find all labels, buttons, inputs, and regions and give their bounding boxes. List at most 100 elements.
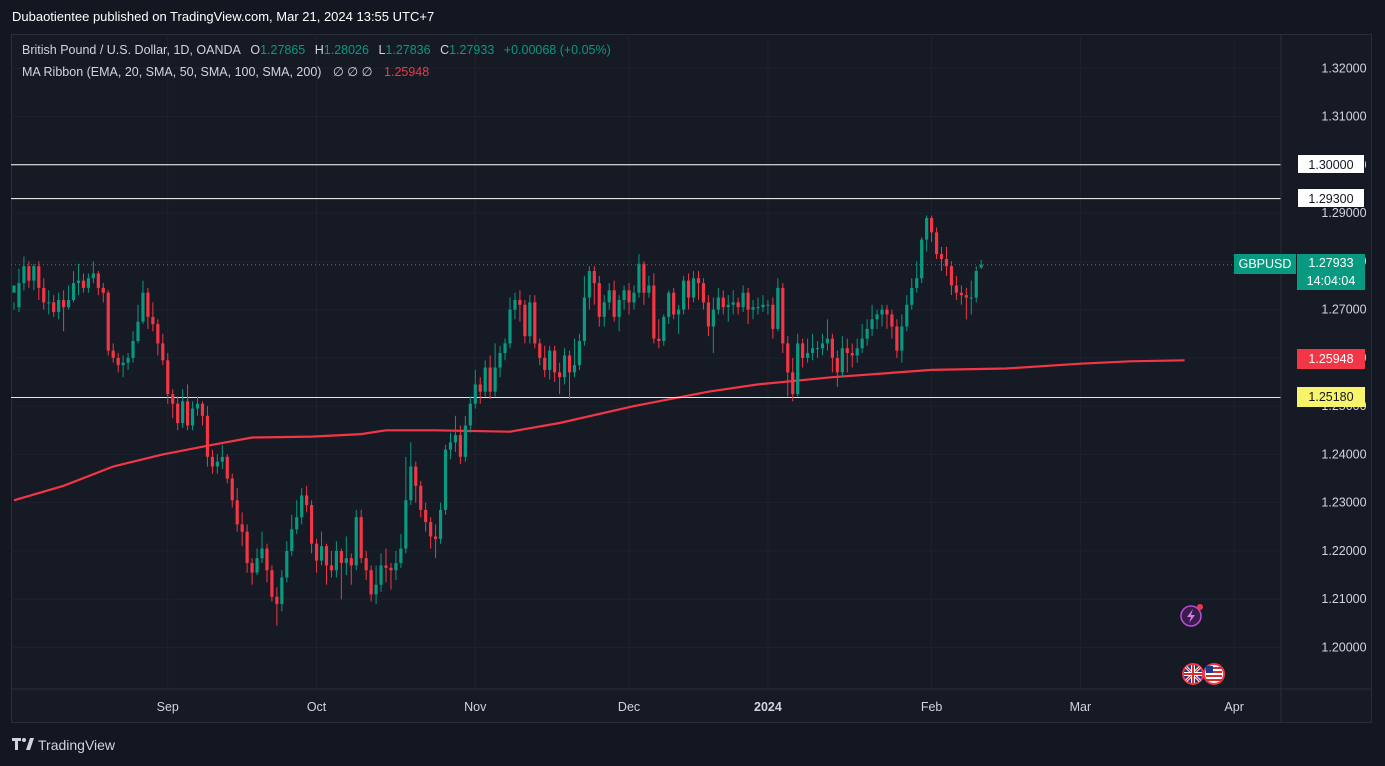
level-tag-1[interactable]: 1.30000: [1297, 154, 1365, 174]
candle: [265, 543, 269, 583]
candle-body: [969, 297, 973, 299]
candle: [835, 350, 839, 387]
candle: [414, 461, 418, 503]
candle: [116, 353, 120, 373]
candle: [776, 278, 780, 332]
candle-body: [959, 292, 963, 296]
indicator-name[interactable]: MA Ribbon (EMA, 20, SMA, 50, SMA, 100, S…: [22, 65, 322, 79]
candle: [865, 319, 869, 346]
candle-body: [290, 529, 294, 551]
candle: [652, 273, 656, 344]
symbol-tag[interactable]: GBPUSD: [1234, 254, 1296, 274]
level-tag-3[interactable]: 1.25180: [1297, 387, 1365, 407]
candle-body: [855, 348, 859, 356]
uk-flag-icon[interactable]: [1182, 663, 1204, 685]
candle: [642, 261, 646, 305]
ma200-line: [13, 359, 1185, 502]
candle: [176, 396, 180, 431]
candle: [840, 336, 844, 378]
us-flag-icon[interactable]: [1203, 663, 1225, 685]
candle: [429, 517, 433, 549]
candle: [810, 333, 815, 361]
candle: [81, 273, 86, 293]
candle: [354, 509, 358, 571]
candle: [17, 268, 21, 313]
candle-body: [384, 565, 388, 568]
candle: [696, 270, 701, 300]
price-chart[interactable]: 1.320001.310001.300001.290001.280001.270…: [11, 34, 1372, 723]
candle: [409, 442, 413, 506]
candle-body: [533, 302, 537, 344]
candle: [721, 290, 725, 315]
candle: [691, 270, 696, 303]
candle-body: [548, 350, 552, 370]
candle: [270, 565, 274, 602]
y-tick-label: 1.24000: [1321, 447, 1366, 461]
candle-body: [255, 558, 259, 573]
x-tick-label: Mar: [1070, 700, 1092, 714]
tradingview-brand[interactable]: TradingView: [12, 735, 115, 755]
candle-body: [934, 232, 939, 255]
candle: [662, 314, 666, 346]
candle: [766, 299, 770, 315]
candle: [225, 454, 229, 484]
chart-frame[interactable]: [11, 34, 1372, 723]
candle: [607, 283, 611, 310]
candle-body: [131, 340, 135, 358]
x-tick-label: Oct: [307, 700, 327, 714]
candle-body: [468, 403, 472, 426]
candle-body: [166, 360, 170, 395]
candle: [52, 295, 56, 317]
candle-body: [76, 280, 81, 284]
candle-body: [399, 548, 403, 564]
candle-body: [319, 546, 324, 561]
candle: [389, 563, 393, 590]
candle-body: [830, 338, 834, 358]
candle-body: [448, 442, 453, 450]
candle: [295, 500, 299, 535]
candle-body: [121, 362, 125, 366]
candle-body: [622, 290, 626, 300]
candle: [979, 259, 983, 270]
candle: [518, 290, 522, 322]
candle: [463, 415, 467, 462]
ma-ribbon: [13, 359, 1185, 502]
event-icons[interactable]: [1180, 604, 1225, 685]
candle: [106, 290, 110, 356]
candle-body: [195, 403, 200, 409]
candle-body: [647, 285, 651, 293]
candle: [806, 338, 810, 363]
candle: [32, 263, 36, 291]
candle-body: [806, 353, 810, 358]
candle: [939, 246, 944, 271]
lightning-icon[interactable]: [1180, 604, 1203, 627]
candle: [62, 290, 66, 332]
candle-body: [310, 505, 314, 544]
candle-body: [939, 254, 944, 259]
candle: [597, 275, 601, 327]
candle-body: [300, 495, 304, 518]
candle-body: [766, 304, 770, 306]
candle-body: [305, 495, 309, 506]
open-label: O: [250, 43, 261, 57]
candle: [587, 266, 591, 310]
candle-body: [756, 307, 760, 309]
horizontal-levels[interactable]: [11, 164, 1281, 398]
candle: [240, 512, 244, 547]
candle-body: [617, 299, 621, 317]
candle-body: [880, 309, 884, 315]
candle: [300, 488, 304, 525]
candle-body: [419, 485, 423, 510]
candle-body: [672, 292, 676, 315]
candle: [682, 275, 686, 315]
candle: [151, 302, 155, 332]
candle-body: [776, 287, 780, 329]
candle: [310, 500, 314, 554]
candle-body: [741, 292, 745, 308]
level-tag-2[interactable]: 1.29300: [1297, 188, 1365, 208]
candle-body: [810, 348, 815, 354]
symbol-description[interactable]: British Pound / U.S. Dollar, 1D, OANDA: [22, 43, 241, 57]
candle-body: [190, 408, 195, 426]
candle-body: [136, 321, 140, 341]
y-tick-label: 1.23000: [1321, 496, 1366, 510]
